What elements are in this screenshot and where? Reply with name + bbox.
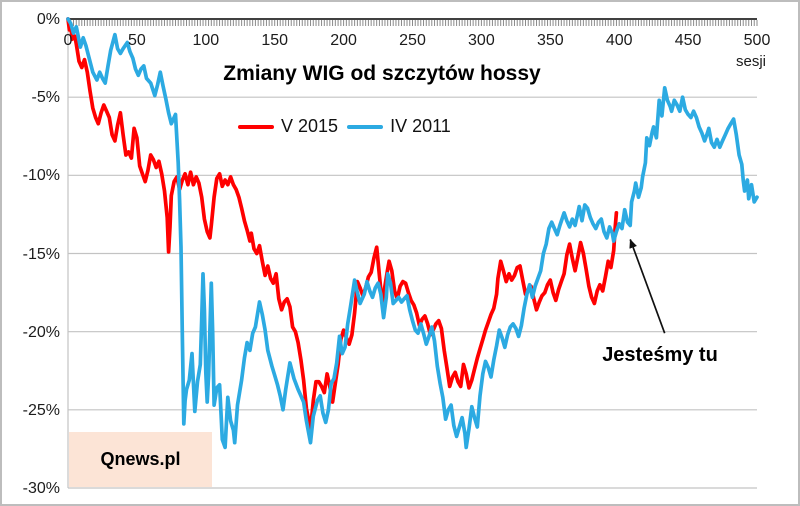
x-tick-label: 450 <box>674 32 702 49</box>
x-tick-label: 350 <box>536 32 564 49</box>
legend: V 2015 IV 2011 <box>238 116 455 137</box>
x-tick-label: 200 <box>330 32 357 49</box>
x-tick-label: 250 <box>399 32 426 49</box>
watermark: Qnews.pl <box>100 449 181 469</box>
y-tick-label: -5% <box>31 89 60 107</box>
legend-line-iv-2011-icon <box>347 124 384 129</box>
x-tick-label: 50 <box>127 32 146 49</box>
y-tick-label: -10% <box>22 167 60 185</box>
x-tick-label: 400 <box>605 32 633 49</box>
y-tick-label: -30% <box>22 480 60 497</box>
x-tick-label: 0 <box>63 32 73 49</box>
legend-label-iv-2011: IV 2011 <box>390 116 451 136</box>
legend-line-v-2015-icon <box>238 124 274 129</box>
x-axis-unit-label: sesji <box>735 53 766 70</box>
legend-label-v-2015: V 2015 <box>281 116 339 136</box>
x-tick-label: 150 <box>261 32 289 49</box>
y-tick-label: -25% <box>22 401 60 419</box>
x-tick-label: 100 <box>192 32 220 49</box>
y-tick-label: -20% <box>22 323 60 341</box>
x-tick-label: 500 <box>743 32 771 49</box>
x-tick-label: 300 <box>468 32 495 49</box>
y-tick-label: 0% <box>36 11 60 28</box>
chart-title: Zmiany WIG od szczytów hossy <box>223 62 541 85</box>
annotation-jestesmy-tu: Jesteśmy tu <box>602 344 718 366</box>
y-tick-label: -15% <box>22 245 60 263</box>
